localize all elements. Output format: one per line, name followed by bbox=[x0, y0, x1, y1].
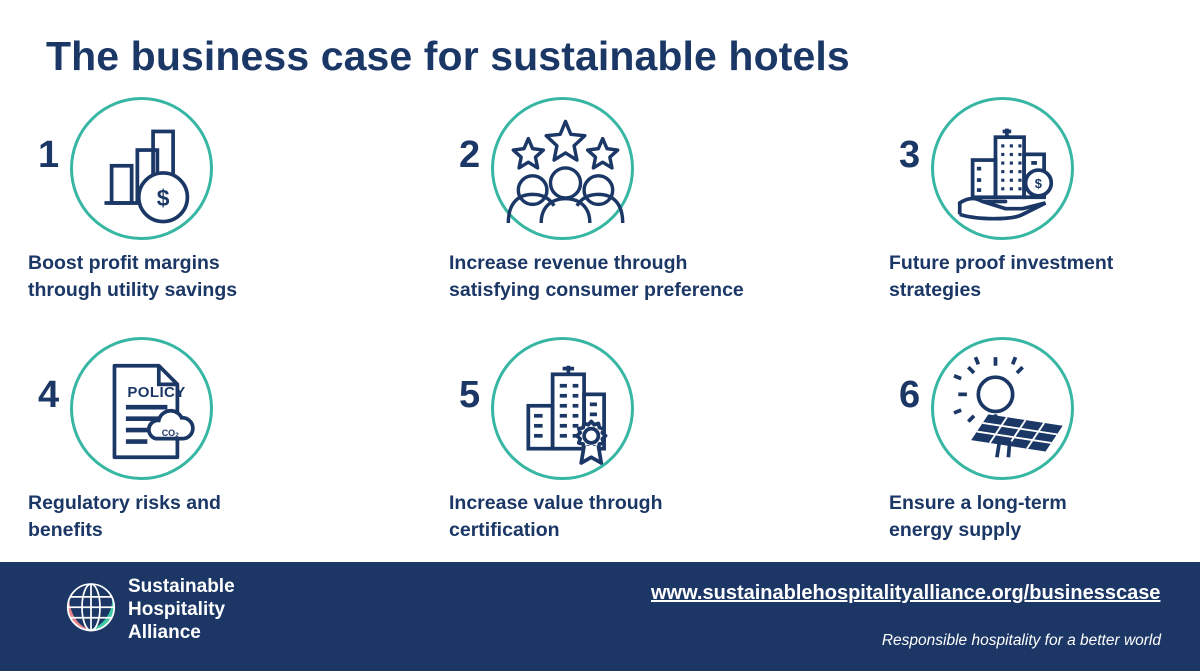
svg-text:POLICY: POLICY bbox=[127, 384, 185, 401]
svg-text:$: $ bbox=[157, 185, 170, 211]
svg-text:$: $ bbox=[1035, 176, 1042, 191]
